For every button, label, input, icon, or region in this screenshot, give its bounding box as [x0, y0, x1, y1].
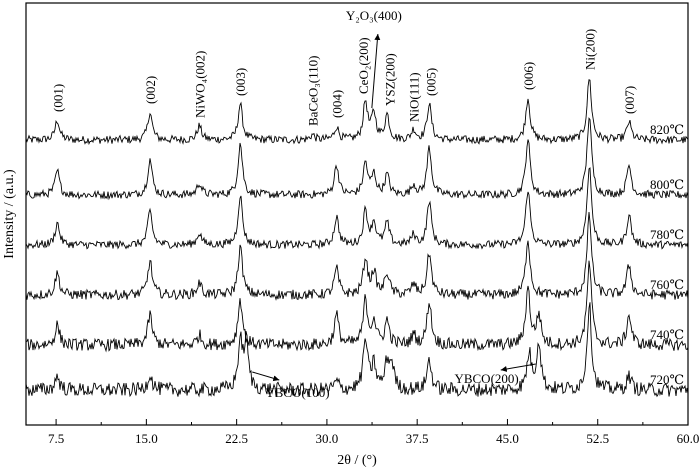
- peak-label: (004): [330, 90, 345, 118]
- trace-720c: [26, 302, 688, 398]
- ybco200-arrow: [500, 363, 536, 372]
- peak-label: BaCeO₃(110): [305, 56, 320, 126]
- peak-label: (003): [233, 68, 248, 96]
- x-tick-label: 22.5: [225, 431, 248, 446]
- series-label: 760℃: [650, 277, 684, 292]
- y2o3-arrow: [371, 33, 381, 109]
- peak-label: (005): [423, 68, 438, 96]
- series-label: 720℃: [650, 372, 684, 387]
- x-tick-label: 45.0: [496, 431, 519, 446]
- peak-label: (006): [521, 62, 536, 90]
- x-tick-label: 60.0: [677, 431, 700, 446]
- x-tick-label: 52.5: [586, 431, 609, 446]
- peak-label: NiO(111): [407, 72, 422, 122]
- series-label: 780℃: [650, 227, 684, 242]
- series-label: 820℃: [650, 122, 684, 137]
- series-label: 740℃: [650, 327, 684, 342]
- peak-label: NiWO₄(002): [192, 51, 207, 118]
- peak-label: CeO₂(200): [356, 37, 371, 94]
- ybco200-label: YBCO(200): [454, 371, 518, 386]
- trace-800c: [26, 117, 688, 201]
- peak-label: (007): [622, 86, 637, 114]
- y-axis-label: Intensity / (a.u.): [2, 169, 17, 259]
- plot-frame: [25, 2, 689, 426]
- x-tick-label: 30.0: [316, 431, 339, 446]
- x-axis-label: 2θ / (°): [337, 453, 377, 468]
- peak-label: YSZ(200): [382, 53, 397, 106]
- x-tick-label: 15.0: [135, 431, 158, 446]
- peak-label: (001): [50, 84, 65, 112]
- x-tick-label: 37.5: [406, 431, 429, 446]
- peak-label: Ni(200): [582, 29, 597, 70]
- trace-760c: [26, 211, 688, 301]
- trace-740c: [26, 260, 688, 353]
- ybco100-label: YBCO(100): [265, 385, 329, 400]
- y2o3-label: Y₂O₃(400): [346, 8, 402, 23]
- peak-label: (002): [143, 76, 158, 104]
- x-tick-label: 7.5: [48, 431, 64, 446]
- trace-780c: [26, 167, 688, 250]
- trace-820c: [26, 79, 688, 146]
- series-label: 800℃: [650, 177, 684, 192]
- ybco100-arrow: [252, 371, 280, 382]
